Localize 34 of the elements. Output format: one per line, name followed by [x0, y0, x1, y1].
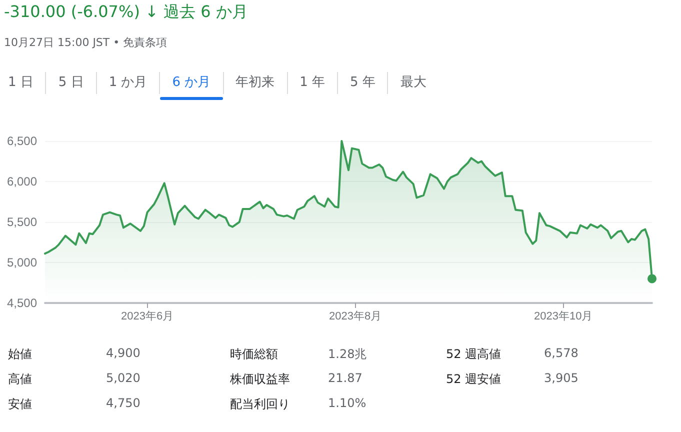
text: 1 日 — [7, 74, 34, 92]
y-tick-label: 5,500 — [6, 215, 38, 229]
y-tick-label: 6,000 — [6, 174, 38, 188]
text: 6 か月 — [159, 72, 223, 94]
text: 21.87 — [328, 371, 364, 387]
text: 52 週高値 — [446, 346, 502, 363]
x-tick-label: 2023年8月 — [329, 310, 382, 322]
text: 4,750 — [106, 396, 142, 412]
text: 3,905 — [544, 371, 580, 387]
y-tick-label: 6,500 — [6, 134, 38, 148]
text: 1.10% — [328, 396, 368, 412]
text: 1.28兆 — [328, 346, 368, 363]
chart-subtitle: 10月27日 15:00 JST • 免責条項 — [4, 35, 168, 50]
x-tick-label: 2023年10月 — [534, 310, 593, 322]
text: 6,578 — [544, 346, 580, 362]
chart-title: -310.00 (-6.07%) ↓ 過去 6 か月 — [4, 2, 248, 23]
text: 高値 — [8, 371, 33, 388]
text: 1 年 — [286, 72, 338, 94]
y-tick-label: 5,000 — [6, 256, 38, 270]
text: 52 週安値 — [446, 371, 502, 388]
text: 配当利回り — [230, 396, 291, 413]
text: 1 か月 — [96, 72, 160, 94]
x-tick-label: 2023年6月 — [121, 310, 174, 322]
text: 5 日 — [45, 72, 96, 94]
text: 安値 — [8, 396, 33, 413]
text: 5 年 — [337, 72, 388, 94]
text: 最大 — [387, 72, 438, 94]
text: 年初来 — [222, 72, 287, 94]
y-tick-label: 4,500 — [6, 296, 38, 310]
text: 4,900 — [106, 346, 142, 362]
text: 株価収益率 — [230, 371, 291, 388]
text: 始値 — [8, 346, 33, 363]
text: 時価総額 — [230, 346, 279, 363]
text: 5,020 — [106, 371, 142, 387]
